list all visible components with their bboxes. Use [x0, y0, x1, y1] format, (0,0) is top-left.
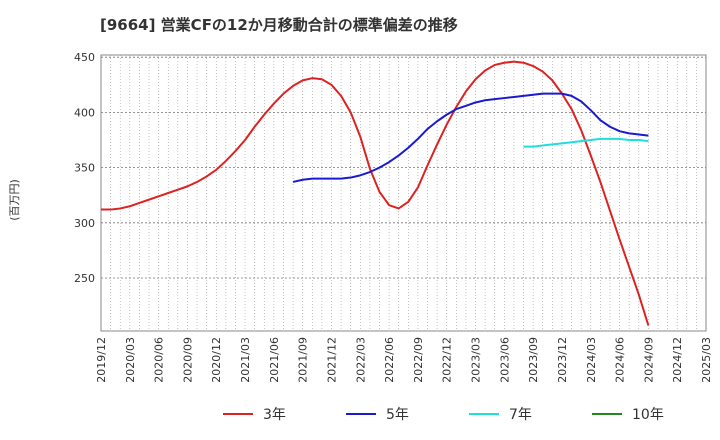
y-tick-label: 450: [74, 51, 95, 64]
y-tick-label: 350: [74, 162, 95, 175]
legend-label: 3年: [263, 407, 286, 423]
x-tick-label: 2021/12: [325, 337, 338, 383]
x-tick-label: 2022/06: [383, 337, 396, 383]
series-line-5年: [292, 92, 649, 183]
legend-label: 7年: [509, 407, 532, 423]
y-axis-label: (百万円): [8, 179, 21, 221]
legend: 3年 5年 7年 10年: [223, 407, 664, 423]
x-tick-label: 2021/03: [239, 337, 252, 383]
x-tick-label: 2024/09: [642, 337, 655, 383]
series-layer: [101, 60, 650, 326]
plot-area: [100, 54, 707, 332]
x-tick-label: 2024/12: [671, 337, 684, 383]
x-tick-label: 2022/03: [354, 337, 367, 383]
x-tick-label: 2021/06: [268, 337, 281, 383]
legend-label: 5年: [386, 407, 409, 423]
x-tick-label: 2020/09: [181, 337, 194, 383]
series-line-7年: [523, 137, 649, 148]
x-tick-label: 2020/12: [210, 337, 223, 383]
x-tick-label: 2023/09: [527, 337, 540, 383]
series-line-3年: [101, 60, 650, 326]
x-tick-label: 2025/03: [700, 337, 713, 383]
legend-label: 10年: [632, 407, 664, 423]
y-tick-labels: 250 300 350 400 450: [74, 51, 95, 285]
x-tick-label: 2019/12: [95, 337, 108, 383]
x-gridlines: [110, 55, 697, 331]
x-tick-label: 2022/09: [412, 337, 425, 383]
y-tick-label: 300: [74, 217, 95, 230]
x-tick-label: 2024/06: [614, 337, 627, 383]
x-tick-label: 2024/03: [585, 337, 598, 383]
x-tick-label: 2020/06: [153, 337, 166, 383]
x-tick-label: 2023/06: [498, 337, 511, 383]
y-tick-label: 400: [74, 106, 95, 119]
x-tick-label: 2022/12: [441, 337, 454, 383]
x-tick-label: 2021/09: [297, 337, 310, 383]
y-gridlines: [101, 56, 706, 279]
x-tick-labels: 2019/12 2020/03 2020/06 2020/09 2020/12 2021/…: [95, 337, 713, 383]
x-tick-label: 2020/03: [124, 337, 137, 383]
x-tick-label: 2023/12: [556, 337, 569, 383]
x-tick-label: 2023/03: [470, 337, 483, 383]
y-tick-label: 250: [74, 272, 95, 285]
chart-title: [9664] 営業CFの12か月移動合計の標準偏差の推移: [100, 16, 458, 34]
